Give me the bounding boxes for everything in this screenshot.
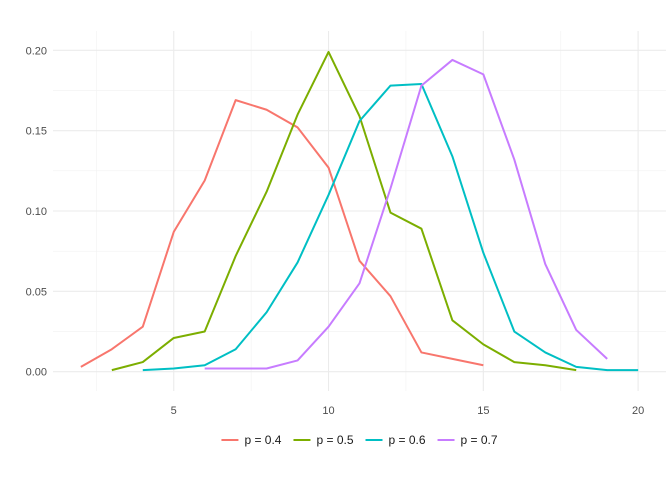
x-tick-label: 20 [632,405,644,417]
y-axis: 0.00 0.05 0.10 0.15 0.20 [26,45,47,378]
legend-item-4: p = 0.7 [437,433,498,447]
series-line-2 [111,50,577,372]
major-gridlines [53,31,666,391]
y-tick-label: 0.15 [26,126,47,138]
legend: p = 0.4 p = 0.5 p = 0.6 p = 0.7 [221,433,498,447]
x-tick-label: 10 [322,405,334,417]
minor-gridlines [53,31,666,391]
y-tick-label: 0.10 [26,206,47,218]
series-line-3 [142,83,639,372]
legend-item-2: p = 0.5 [293,433,354,447]
y-tick-label: 0.05 [26,286,47,298]
series-lines [80,50,639,372]
legend-item-3: p = 0.6 [365,433,426,447]
legend-label: p = 0.4 [244,433,281,447]
x-tick-label: 5 [171,405,177,417]
legend-label: p = 0.7 [461,433,498,447]
y-tick-label: 0.20 [26,45,47,57]
legend-item-1: p = 0.4 [221,433,282,447]
y-tick-label: 0.00 [26,367,47,379]
series-line-1 [80,99,484,368]
x-tick-label: 15 [477,405,489,417]
x-axis: 5 10 15 20 [171,405,645,417]
legend-label: p = 0.6 [389,433,426,447]
legend-label: p = 0.5 [316,433,353,447]
series-line-4 [204,58,608,370]
